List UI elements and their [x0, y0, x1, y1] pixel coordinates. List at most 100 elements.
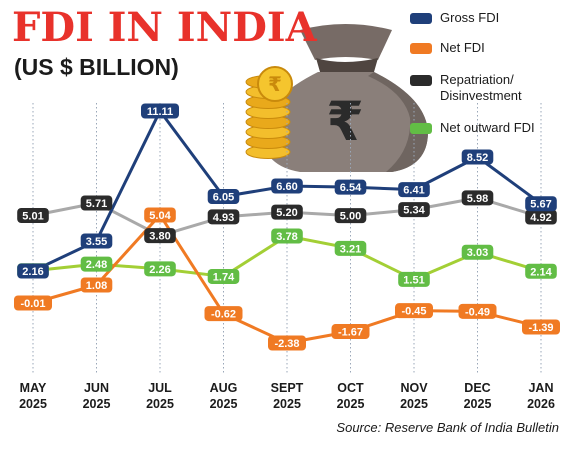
- bag-neck-ruffle: [300, 24, 392, 60]
- source-note: Source: Reserve Bank of India Bulletin: [336, 420, 559, 435]
- value-box: [144, 228, 176, 244]
- value-label: 5.01: [22, 211, 43, 223]
- chart-subtitle: (US $ BILLION): [14, 54, 179, 80]
- data-point-gross_fdi-4: 6.60: [271, 178, 303, 194]
- legend-item-net_outward: Net outward FDI: [410, 120, 568, 136]
- value-label: 2.48: [86, 259, 107, 271]
- value-box: [334, 208, 367, 224]
- value-box: [271, 228, 303, 244]
- data-point-gross_fdi-3: 6.05: [207, 189, 240, 205]
- value-label: 5.67: [530, 199, 551, 211]
- value-label: 3.78: [276, 231, 297, 243]
- data-point-net_fdi-7: -0.49: [458, 303, 497, 319]
- value-box: [80, 256, 113, 272]
- value-box: [395, 303, 433, 319]
- value-box: [525, 263, 557, 279]
- value-label: 3.03: [467, 247, 488, 259]
- x-tick-year: 2025: [464, 397, 492, 411]
- value-box: [331, 324, 370, 340]
- data-point-gross_fdi-0: 2.16: [17, 263, 49, 279]
- x-tick-year: 2025: [83, 397, 111, 411]
- data-point-repatriation-1: 5.71: [80, 195, 113, 211]
- value-label: -1.39: [528, 322, 553, 334]
- value-box: [461, 244, 494, 260]
- legend-swatch: [410, 123, 432, 134]
- value-label: 5.20: [276, 207, 297, 219]
- value-label: 1.51: [403, 274, 424, 286]
- value-box: [525, 209, 557, 225]
- value-box: [458, 303, 497, 319]
- value-box: [398, 271, 430, 287]
- value-box: [80, 233, 113, 249]
- data-point-net_fdi-0: -0.01: [14, 295, 52, 311]
- value-label: 6.54: [340, 182, 362, 194]
- data-point-net_fdi-6: -0.45: [395, 303, 433, 319]
- legend-item-repatriation: Repatriation/Disinvestment: [410, 72, 568, 104]
- money-bag-rupee-icon: ₹₹: [245, 24, 428, 172]
- value-box: [271, 204, 303, 220]
- x-tick-month: SEPT: [271, 381, 304, 395]
- value-box: [144, 207, 176, 223]
- legend-swatch: [410, 75, 432, 86]
- value-box: [268, 335, 306, 351]
- x-tick-year: 2025: [337, 397, 365, 411]
- value-box: [398, 182, 430, 198]
- value-box: [14, 295, 52, 311]
- data-point-net_fdi-5: -1.67: [331, 324, 370, 340]
- value-label: 5.04: [149, 210, 171, 222]
- value-box: [144, 261, 176, 277]
- value-label: 11.11: [147, 106, 173, 118]
- value-label: 2.16: [22, 266, 43, 278]
- value-box: [522, 319, 560, 335]
- data-point-net_outward-8: 2.14: [525, 263, 557, 279]
- data-point-gross_fdi-6: 6.41: [398, 182, 430, 198]
- value-box: [17, 208, 49, 223]
- value-label: -0.01: [20, 298, 45, 310]
- value-label: 3.55: [86, 236, 107, 248]
- data-point-gross_fdi-7: 8.52: [461, 149, 494, 165]
- data-point-repatriation-7: 5.98: [461, 190, 494, 206]
- value-label: 1.08: [86, 280, 107, 292]
- value-label: 6.05: [213, 192, 234, 204]
- value-label: 5.71: [86, 198, 107, 210]
- x-tick-month: NOV: [400, 381, 428, 395]
- data-point-net_fdi-2: 5.04: [144, 207, 176, 223]
- legend-label: Repatriation/Disinvestment: [440, 72, 522, 103]
- rupee-symbol: ₹: [326, 90, 364, 153]
- value-box: [204, 306, 243, 322]
- x-tick-month: DEC: [464, 381, 490, 395]
- value-box: [461, 190, 494, 206]
- x-tick-month: JAN: [528, 381, 553, 395]
- value-label: -0.45: [401, 306, 426, 318]
- legend-item-gross_fdi: Gross FDI: [410, 10, 568, 26]
- value-box: [207, 209, 240, 225]
- legend-label: Gross FDI: [440, 10, 500, 25]
- value-label: 5.98: [467, 193, 488, 205]
- x-tick-month: JUN: [84, 381, 109, 395]
- x-tick-month: MAY: [20, 381, 47, 395]
- value-label: 8.52: [467, 152, 488, 164]
- value-label: 5.00: [340, 211, 361, 223]
- data-point-net_fdi-8: -1.39: [522, 319, 560, 335]
- data-point-repatriation-8: 4.92: [525, 209, 557, 225]
- value-box: [271, 178, 303, 194]
- value-box: [207, 268, 240, 284]
- value-label: -0.49: [465, 306, 490, 318]
- data-point-net_fdi-4: -2.38: [268, 335, 306, 351]
- value-label: 1.74: [213, 271, 235, 283]
- legend-label: Net FDI: [440, 40, 485, 55]
- data-point-net_outward-7: 3.03: [461, 244, 494, 260]
- value-label: -0.62: [211, 309, 236, 321]
- x-tick-year: 2025: [146, 397, 174, 411]
- value-box: [141, 103, 179, 119]
- data-point-repatriation-3: 4.93: [207, 209, 240, 225]
- chart-title: FDI IN INDIA: [12, 4, 317, 51]
- value-label: 6.60: [276, 181, 297, 193]
- data-point-repatriation-0: 5.01: [17, 208, 49, 223]
- data-point-gross_fdi-8: 5.67: [525, 196, 557, 212]
- data-point-repatriation-6: 5.34: [398, 202, 430, 218]
- x-tick-year: 2026: [527, 397, 555, 411]
- value-box: [80, 277, 113, 293]
- svg-text:₹: ₹: [268, 72, 282, 96]
